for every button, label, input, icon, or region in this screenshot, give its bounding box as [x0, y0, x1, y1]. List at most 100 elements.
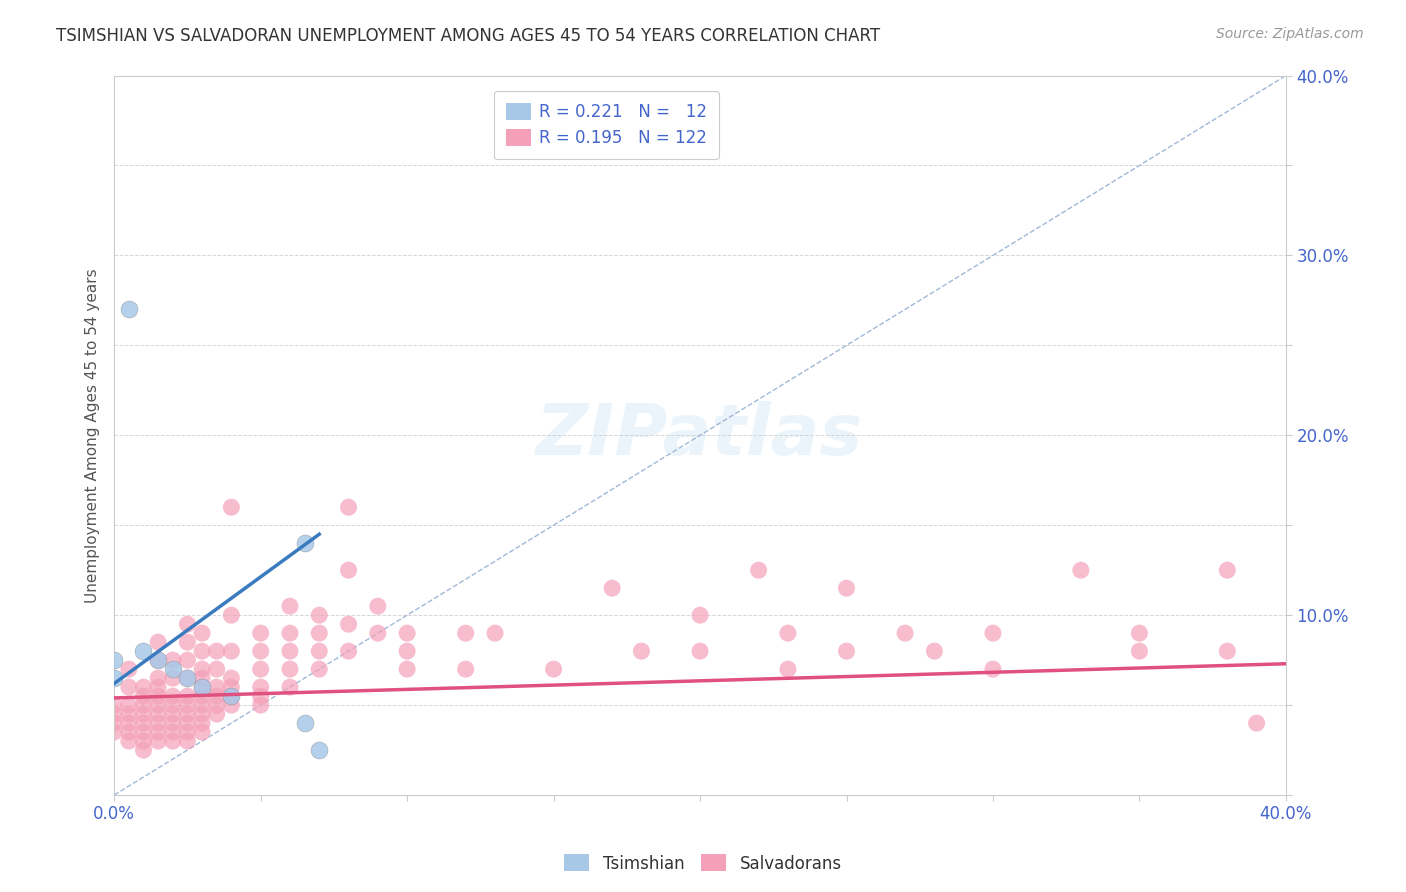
Point	[278, 626, 301, 640]
Point	[132, 725, 155, 739]
Point	[278, 599, 301, 614]
Point	[367, 626, 389, 640]
Point	[118, 680, 141, 694]
Point	[278, 680, 301, 694]
Point	[146, 689, 169, 703]
Point	[118, 734, 141, 748]
Point	[924, 644, 946, 658]
Point	[396, 626, 419, 640]
Point	[484, 626, 506, 640]
Point	[162, 707, 184, 722]
Point	[454, 662, 477, 676]
Point	[205, 707, 228, 722]
Point	[205, 662, 228, 676]
Point	[191, 662, 214, 676]
Point	[132, 698, 155, 712]
Point	[132, 644, 155, 658]
Point	[205, 698, 228, 712]
Point	[308, 662, 330, 676]
Point	[543, 662, 565, 676]
Point	[894, 626, 917, 640]
Point	[454, 626, 477, 640]
Point	[600, 581, 623, 595]
Point	[162, 716, 184, 731]
Point	[249, 626, 271, 640]
Point	[308, 626, 330, 640]
Point	[308, 608, 330, 623]
Point	[146, 716, 169, 731]
Point	[191, 644, 214, 658]
Text: Source: ZipAtlas.com: Source: ZipAtlas.com	[1216, 27, 1364, 41]
Point	[146, 653, 169, 667]
Point	[776, 626, 799, 640]
Point	[146, 671, 169, 685]
Point	[162, 671, 184, 685]
Point	[132, 743, 155, 757]
Point	[205, 689, 228, 703]
Y-axis label: Unemployment Among Ages 45 to 54 years: Unemployment Among Ages 45 to 54 years	[86, 268, 100, 603]
Point	[835, 581, 858, 595]
Point	[294, 716, 316, 731]
Point	[396, 644, 419, 658]
Point	[176, 671, 198, 685]
Point	[205, 644, 228, 658]
Point	[146, 734, 169, 748]
Point	[221, 680, 243, 694]
Point	[689, 644, 711, 658]
Point	[221, 608, 243, 623]
Point	[221, 500, 243, 515]
Text: TSIMSHIAN VS SALVADORAN UNEMPLOYMENT AMONG AGES 45 TO 54 YEARS CORRELATION CHART: TSIMSHIAN VS SALVADORAN UNEMPLOYMENT AMO…	[56, 27, 880, 45]
Point	[278, 644, 301, 658]
Point	[1216, 644, 1239, 658]
Point	[249, 680, 271, 694]
Point	[630, 644, 652, 658]
Point	[162, 653, 184, 667]
Point	[1128, 644, 1150, 658]
Point	[132, 716, 155, 731]
Point	[221, 689, 243, 703]
Point	[748, 563, 770, 577]
Point	[146, 653, 169, 667]
Point	[249, 644, 271, 658]
Point	[146, 635, 169, 649]
Point	[103, 707, 125, 722]
Point	[118, 725, 141, 739]
Point	[176, 734, 198, 748]
Point	[146, 680, 169, 694]
Point	[103, 725, 125, 739]
Point	[981, 626, 1004, 640]
Point	[176, 635, 198, 649]
Point	[191, 698, 214, 712]
Point	[162, 725, 184, 739]
Point	[176, 698, 198, 712]
Point	[103, 698, 125, 712]
Point	[162, 689, 184, 703]
Point	[176, 653, 198, 667]
Point	[191, 725, 214, 739]
Point	[337, 500, 360, 515]
Point	[162, 734, 184, 748]
Point	[337, 644, 360, 658]
Point	[103, 671, 125, 685]
Point	[191, 671, 214, 685]
Point	[191, 680, 214, 694]
Point	[132, 707, 155, 722]
Point	[146, 698, 169, 712]
Point	[103, 653, 125, 667]
Point	[835, 644, 858, 658]
Point	[191, 680, 214, 694]
Point	[1246, 716, 1268, 731]
Point	[118, 698, 141, 712]
Point	[176, 725, 198, 739]
Point	[176, 716, 198, 731]
Point	[191, 707, 214, 722]
Point	[221, 689, 243, 703]
Point	[162, 698, 184, 712]
Point	[249, 698, 271, 712]
Point	[191, 689, 214, 703]
Point	[1128, 626, 1150, 640]
Point	[191, 716, 214, 731]
Point	[132, 680, 155, 694]
Point	[776, 662, 799, 676]
Point	[221, 671, 243, 685]
